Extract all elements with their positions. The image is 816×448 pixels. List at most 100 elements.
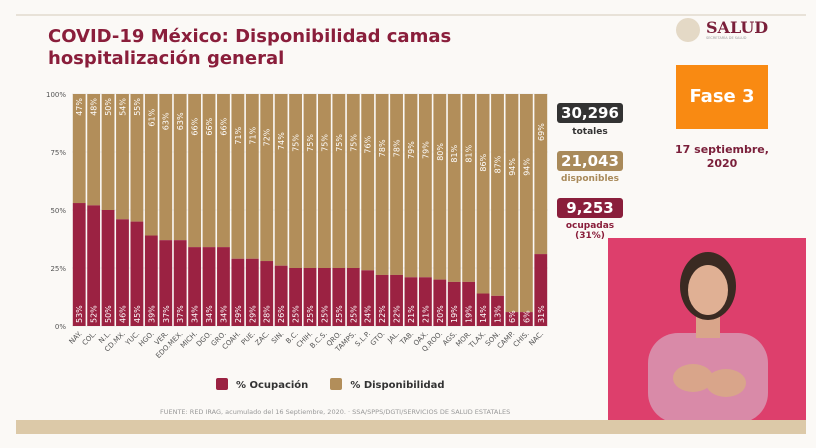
data-label-occupancy: 24% — [364, 305, 373, 323]
data-label-occupancy: 6% — [508, 310, 517, 323]
data-label-occupancy: 19% — [450, 305, 459, 323]
legend-occupancy: % Ocupación — [216, 378, 308, 391]
bar-availability — [404, 94, 418, 278]
bar-occupancy — [217, 247, 230, 326]
data-label-occupancy: 22% — [378, 305, 387, 323]
phase-badge: Fase 3 — [676, 65, 768, 129]
total-beds-value: 30,296 — [557, 103, 623, 123]
bar-occupancy — [231, 258, 245, 326]
bar-availability — [390, 94, 403, 275]
y-tick-label: 0% — [55, 323, 66, 331]
logo-text: SALUD — [706, 18, 769, 37]
bar-occupancy — [346, 268, 360, 326]
legend: % Ocupación % Disponibilidad — [216, 378, 445, 391]
data-label-occupancy: 26% — [277, 305, 286, 323]
bar-occupancy — [361, 270, 375, 326]
x-category-label: S.L.P. — [354, 330, 372, 348]
bar-availability — [188, 94, 202, 248]
x-category-label: ZAC. — [254, 330, 271, 347]
bar-occupancy — [159, 240, 173, 326]
data-label-occupancy: 19% — [465, 305, 474, 323]
data-label-occupancy: 29% — [248, 305, 257, 323]
x-category-label: GTO. — [369, 330, 387, 348]
data-label-availability: 75% — [306, 134, 315, 152]
bar-occupancy — [447, 281, 461, 326]
bar-occupancy — [173, 240, 187, 326]
data-label-occupancy: 37% — [162, 305, 171, 323]
data-label-occupancy: 25% — [349, 305, 358, 323]
data-label-availability: 94% — [522, 158, 531, 176]
data-label-availability: 71% — [234, 126, 243, 144]
data-label-availability: 81% — [450, 144, 459, 162]
bar-occupancy — [202, 247, 216, 326]
bar-availability — [476, 94, 490, 294]
bar-availability — [346, 94, 360, 268]
bar-availability — [159, 94, 173, 241]
data-label-availability: 75% — [349, 134, 358, 152]
bar-availability — [418, 94, 432, 278]
bar-occupancy — [491, 295, 504, 326]
coat-of-arms-icon — [676, 18, 700, 42]
data-label-occupancy: 22% — [393, 305, 402, 323]
data-label-occupancy: 6% — [522, 310, 531, 323]
bar-availability — [260, 94, 274, 262]
x-category-label: MICH. — [179, 330, 199, 350]
bar-occupancy — [72, 203, 86, 326]
bar-occupancy — [476, 293, 490, 326]
bar-occupancy — [245, 258, 259, 326]
bar-occupancy — [289, 268, 302, 326]
data-label-availability: 75% — [292, 134, 301, 152]
bar-availability — [116, 94, 129, 220]
data-label-occupancy: 29% — [234, 305, 243, 323]
data-label-occupancy: 39% — [147, 305, 156, 323]
data-label-availability: 81% — [465, 144, 474, 162]
legend-availability: % Disponibilidad — [330, 378, 445, 391]
bar-availability — [173, 94, 187, 241]
bar-availability — [245, 94, 259, 259]
bar-occupancy — [462, 281, 476, 326]
data-label-occupancy: 13% — [494, 305, 503, 323]
bar-occupancy — [404, 277, 418, 326]
data-label-occupancy: 25% — [292, 305, 301, 323]
data-label-occupancy: 21% — [407, 305, 416, 323]
bar-occupancy — [87, 205, 101, 326]
data-label-availability: 54% — [118, 98, 127, 116]
bar-availability — [289, 94, 302, 268]
bar-availability — [505, 94, 519, 313]
data-label-availability: 78% — [378, 139, 387, 157]
x-category-label: SIN. — [270, 330, 286, 346]
bar-availability — [130, 94, 144, 222]
data-label-occupancy: 21% — [421, 305, 430, 323]
x-category-label: NAC. — [528, 330, 546, 348]
data-label-occupancy: 31% — [537, 305, 546, 323]
bar-occupancy — [332, 268, 346, 326]
data-label-availability: 94% — [508, 158, 517, 176]
x-category-label: DGO. — [195, 330, 214, 349]
bar-occupancy — [375, 274, 389, 326]
data-label-availability: 50% — [104, 98, 113, 116]
bar-availability — [519, 94, 533, 313]
bar-availability — [433, 94, 447, 280]
y-tick-label: 75% — [50, 149, 66, 157]
bar-occupancy — [274, 265, 288, 326]
data-label-availability: 87% — [494, 155, 503, 173]
y-tick-label: 100% — [46, 91, 66, 99]
footer-band — [16, 420, 806, 434]
occupied-beds-value: 9,253 — [557, 198, 623, 218]
data-label-occupancy: 52% — [90, 305, 99, 323]
data-label-availability: 71% — [248, 126, 257, 144]
bar-availability — [144, 94, 158, 236]
x-category-label: COL. — [81, 330, 98, 347]
data-label-availability: 55% — [133, 98, 142, 116]
bar-occupancy — [101, 210, 115, 326]
data-label-availability: 76% — [364, 135, 373, 153]
bar-occupancy — [505, 312, 519, 326]
data-label-availability: 69% — [537, 123, 546, 141]
data-label-occupancy: 20% — [436, 305, 445, 323]
bar-availability — [72, 94, 86, 204]
data-label-availability: 63% — [176, 112, 185, 130]
bar-availability — [274, 94, 288, 266]
logo-subtitle: SECRETARÍA DE SALUD — [706, 36, 747, 40]
y-tick-label: 50% — [50, 207, 66, 215]
